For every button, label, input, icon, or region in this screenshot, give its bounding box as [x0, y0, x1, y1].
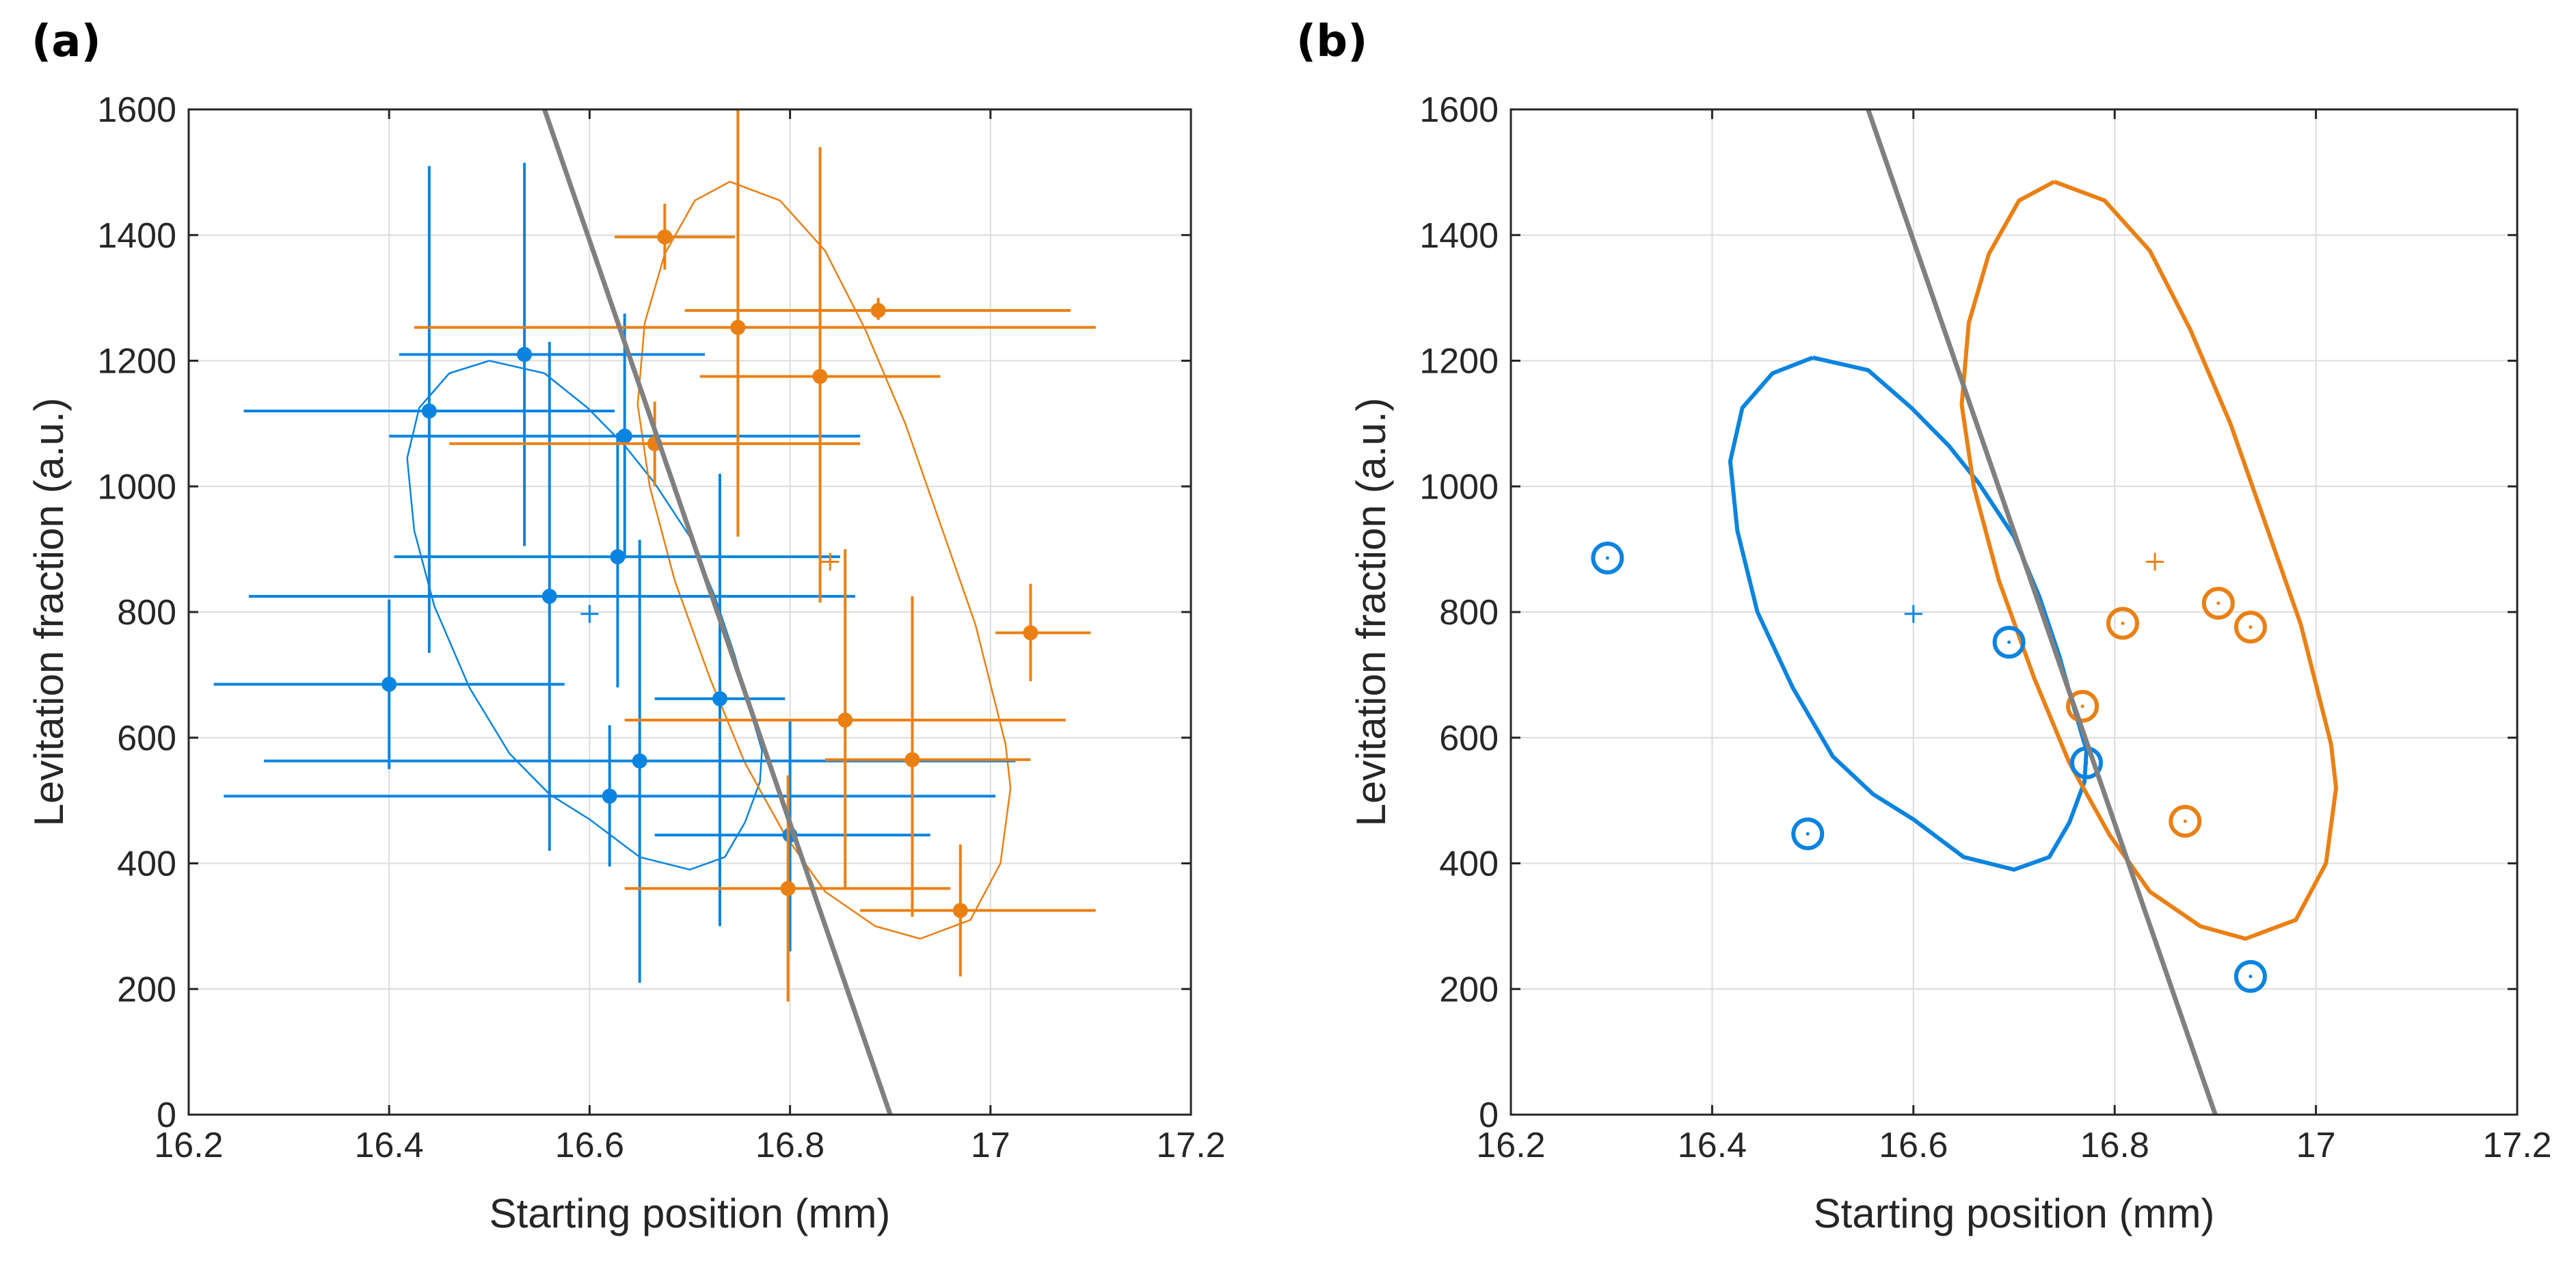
x-tick-label: 16.8	[755, 1126, 824, 1165]
blue-data-point	[632, 753, 647, 769]
y-tick-label: 800	[117, 593, 176, 633]
orange-data-point-center	[2121, 622, 2125, 626]
orange-data-point-center	[2080, 704, 2084, 708]
y-tick-label: 1400	[97, 216, 176, 256]
x-tick-label: 16.6	[555, 1126, 624, 1165]
x-tick-label: 17	[971, 1126, 1010, 1165]
x-tick-label: 16.8	[2080, 1126, 2149, 1165]
x-tick-label: 17	[2296, 1126, 2336, 1165]
blue-data-point	[421, 403, 437, 419]
orange-data-point	[730, 319, 746, 335]
plot-area-b	[1591, 108, 2339, 1116]
x-tick-label: 16.2	[1476, 1126, 1545, 1165]
x-ticks-b: 16.2 16.4 16.6 16.8 17 17.2	[1476, 109, 2552, 1165]
orange-data-point	[657, 229, 673, 245]
grid-a	[188, 109, 1192, 1115]
x-tick-label: 16.6	[1879, 1126, 1948, 1165]
y-tick-label: 1200	[97, 342, 176, 382]
orange-data-point	[2169, 804, 2202, 838]
x-ticks-a: 16.2 16.4 16.6 16.8 17 17.2	[154, 109, 1226, 1165]
y-tick-label: 200	[117, 970, 176, 1009]
orange-data-point	[2233, 611, 2267, 644]
x-tick-label: 16.4	[355, 1126, 424, 1165]
panel-label-b: (b)	[1296, 16, 1367, 67]
separating-line	[542, 108, 893, 1116]
orange-data-point	[2066, 689, 2099, 723]
blue-data-point	[602, 788, 617, 804]
blue-data-point-center	[2007, 640, 2011, 644]
y-tick-label: 200	[1439, 970, 1499, 1009]
orange-confidence-ellipse	[1959, 179, 2339, 941]
y-tick-label: 800	[1439, 593, 1499, 633]
y-tick-label: 1000	[1419, 467, 1499, 507]
plot-area-a	[213, 108, 1096, 1116]
y-tick-label: 1600	[97, 90, 176, 130]
chart-panel-a: 16.2 16.4 16.6 16.8 17 17.2 0 200 400 600 800 1000…	[26, 90, 1226, 1236]
orange-data-point	[812, 369, 828, 384]
orange-data-point	[2106, 607, 2139, 640]
y-tick-label: 0	[1479, 1096, 1499, 1135]
y-axis-label-b: Levitation fraction (a.u.)	[1348, 398, 1394, 827]
blue-data-point	[381, 676, 397, 692]
blue-confidence-ellipse	[1728, 355, 2089, 872]
blue-data-point	[610, 549, 626, 565]
x-tick-label: 16.2	[154, 1126, 223, 1165]
blue-data-point-center	[2084, 761, 2089, 765]
orange-data-point-center	[2249, 625, 2253, 629]
orange-data-point	[952, 903, 968, 918]
x-tick-label: 17.2	[2482, 1126, 2551, 1165]
orange-data-point	[870, 303, 886, 318]
blue-data-point	[541, 589, 557, 605]
blue-data-point	[2233, 959, 2267, 993]
axes-frame-b	[1510, 108, 2519, 1116]
x-axis-label-b: Starting position (mm)	[1814, 1191, 2215, 1236]
y-tick-label: 1000	[97, 467, 176, 507]
x-axis-label-a: Starting position (mm)	[489, 1191, 891, 1236]
orange-data-point-center	[2183, 819, 2187, 823]
x-tick-label: 17.2	[1156, 1126, 1225, 1165]
separating-line	[1866, 108, 2218, 1116]
y-tick-label: 400	[117, 845, 176, 884]
orange-data-point	[904, 752, 920, 767]
orange-data-point	[2201, 587, 2235, 620]
y-ticks-a: 0 200 400 600 800 1000 1200 1400 1600	[97, 90, 1191, 1135]
panel-label-a: (a)	[31, 16, 101, 67]
y-tick-label: 0	[157, 1096, 176, 1135]
y-tick-label: 1200	[1419, 342, 1499, 382]
blue-data-point-center	[1806, 832, 1810, 836]
blue-data-point	[1791, 817, 1825, 851]
orange-data-point-center	[2216, 601, 2221, 605]
y-tick-label: 600	[117, 719, 176, 758]
axes-frame-a	[187, 108, 1192, 1116]
orange-data-point	[1023, 625, 1038, 641]
blue-data-point-center	[1605, 556, 1609, 560]
chart-panel-b: 16.2 16.4 16.6 16.8 17 17.2 0 200 400 600 800 1000…	[1348, 90, 2552, 1236]
y-tick-label: 400	[1439, 845, 1499, 884]
blue-data-point	[517, 347, 533, 362]
y-tick-label: 600	[1439, 719, 1499, 758]
blue-data-point-center	[2249, 974, 2253, 979]
orange-data-point	[780, 881, 796, 897]
blue-data-point	[712, 691, 727, 706]
blue-data-point	[1992, 626, 2026, 659]
blue-data-point	[617, 428, 632, 444]
y-ticks-b: 0 200 400 600 800 1000 1200 1400 1600	[1419, 90, 2517, 1135]
y-tick-label: 1600	[1419, 90, 1499, 130]
orange-data-point	[837, 713, 853, 728]
blue-data-point	[1591, 541, 1624, 574]
orange-confidence-ellipse	[636, 181, 1012, 940]
x-tick-label: 16.4	[1678, 1126, 1747, 1165]
y-axis-label-a: Levitation fraction (a.u.)	[26, 398, 72, 827]
grid-b	[1510, 109, 2518, 1115]
y-tick-label: 1400	[1419, 216, 1499, 256]
